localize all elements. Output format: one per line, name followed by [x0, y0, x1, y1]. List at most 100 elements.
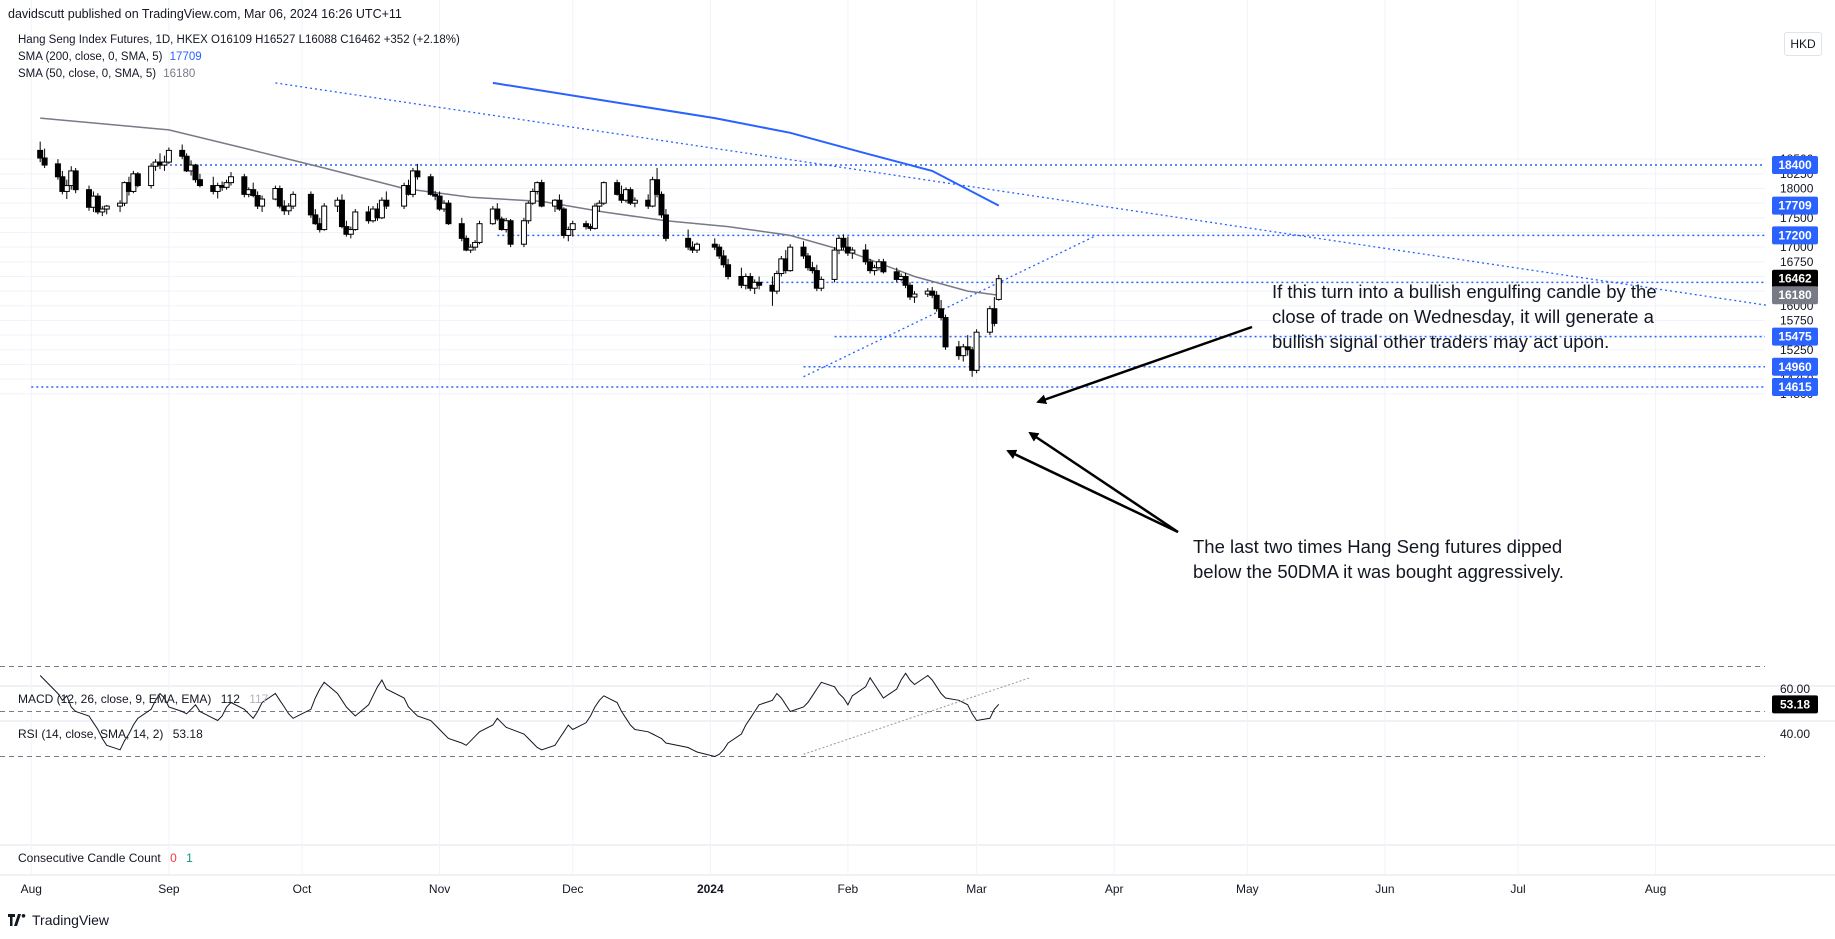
candle-body [250, 189, 257, 197]
price-badge-16180: 16180 [1772, 286, 1818, 305]
candle [929, 287, 936, 299]
candle-body [37, 149, 44, 159]
macd-legend[interactable]: MACD (12, 26, close, 9, EMA, EMA) 112 11… [18, 692, 268, 706]
candle [911, 291, 918, 303]
rsi-value-badge: 53.18 [1772, 695, 1818, 714]
price-badge-bg [1772, 357, 1818, 376]
month-label: May [1236, 882, 1259, 896]
candle-body [773, 273, 780, 292]
candle [250, 182, 257, 198]
candle-body [720, 255, 727, 266]
price-tick-label: 18000 [1780, 182, 1814, 196]
candle [161, 155, 168, 171]
candle [716, 244, 723, 259]
candle [276, 185, 283, 209]
price-badge-bg [1772, 378, 1818, 397]
rsi-legend-value: 53.18 [172, 727, 203, 741]
candle [600, 181, 607, 205]
tradingview-logo[interactable]: TradingView [8, 912, 109, 928]
month-label: Apr [1105, 882, 1124, 896]
candle-body [99, 208, 106, 213]
candle-body [538, 182, 545, 207]
candle-body [214, 185, 221, 192]
candle-body [818, 278, 825, 289]
tradingview-icon [8, 914, 26, 926]
symbol-line[interactable]: Hang Seng Index Futures, 1D, HKEX O16109… [18, 34, 460, 46]
candle [72, 167, 79, 194]
rsi-legend[interactable]: RSI (14, close, SMA, 14, 2) 53.18 [18, 727, 203, 741]
month-label: Jun [1375, 882, 1394, 896]
candle [902, 272, 909, 289]
price-tick-label: 15250 [1780, 343, 1814, 357]
candle [631, 197, 638, 208]
candle-body [840, 237, 847, 248]
candle [565, 226, 572, 242]
candle [494, 203, 501, 221]
candle-body [804, 255, 811, 269]
candle [591, 203, 598, 230]
candle-body [59, 176, 66, 192]
candle [134, 172, 141, 188]
candle [614, 179, 621, 196]
candle [818, 276, 825, 292]
price-badges: 18400 17709 17200 16462 16180 15475 14960 14615 [1772, 156, 1818, 397]
candle-body [427, 176, 434, 195]
annotation-engulfing: If this turn into a bullish engulfing ca… [1272, 281, 1657, 352]
price-badge-14615: 14615 [1772, 378, 1818, 397]
candle [507, 218, 514, 248]
month-label: Feb [838, 882, 859, 896]
rsi-line [39, 672, 1000, 758]
candle-body [867, 261, 874, 272]
candle [192, 163, 199, 183]
candle-body [902, 275, 909, 286]
candle-body [893, 271, 900, 280]
candle-body [312, 214, 319, 225]
candle-body [591, 205, 598, 229]
candle-body [63, 185, 70, 192]
candle-body [520, 220, 527, 245]
candle [809, 261, 816, 274]
currency-selector[interactable]: HKD [1784, 32, 1822, 56]
macd-value-1: 112 [220, 692, 240, 706]
candle [964, 335, 971, 356]
candle-body [907, 284, 914, 298]
sma200-line [492, 81, 1000, 207]
sma200-legend[interactable]: SMA (200, close, 0, SMA, 5) 17709 [18, 51, 202, 63]
price-badge-text: 16462 [1778, 272, 1812, 286]
moving-averages [40, 81, 1000, 296]
candle [694, 242, 700, 254]
candle-body [849, 249, 856, 254]
price-badge-text: 14960 [1778, 360, 1812, 374]
candle [59, 170, 66, 195]
candle [401, 182, 408, 210]
candle-body [41, 157, 48, 166]
candle-body [960, 346, 967, 357]
candle [583, 220, 590, 230]
candle-count-legend[interactable]: Consecutive Candle Count 0 1 [18, 851, 193, 865]
month-label: Nov [429, 882, 450, 896]
candle-body [436, 195, 443, 210]
candle [525, 201, 532, 224]
sma50-legend[interactable]: SMA (50, close, 0, SMA, 5) 16180 [18, 68, 195, 80]
month-label: Sep [158, 882, 180, 896]
rsi-tick-label: 40.00 [1780, 727, 1810, 741]
candle [290, 191, 297, 210]
candle [414, 163, 421, 180]
candle-body [463, 237, 470, 251]
arrow-to-50dma-2 [1028, 431, 1179, 534]
candle [427, 173, 434, 196]
candle [37, 141, 44, 163]
candle [787, 244, 794, 272]
annotation-50dma: The last two times Hang Seng futures dip… [1193, 536, 1564, 582]
sma200-label: SMA (200, close, 0, SMA, 5) [18, 51, 163, 63]
candle [463, 235, 470, 252]
candle [476, 220, 483, 245]
candle [880, 258, 887, 274]
candle-body [694, 243, 700, 251]
candle-body [938, 308, 945, 319]
candle [520, 217, 527, 248]
annotation-arrows [1006, 325, 1253, 534]
rsi-badge-bg [1772, 695, 1818, 714]
candle [99, 206, 106, 217]
